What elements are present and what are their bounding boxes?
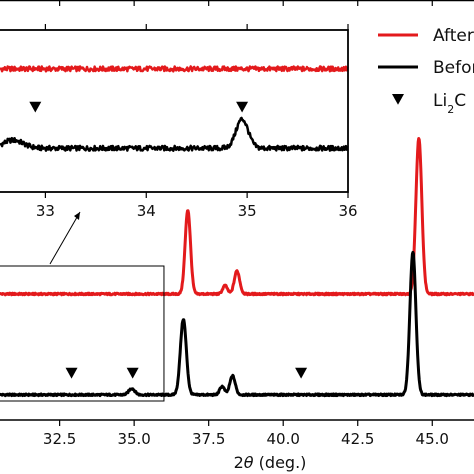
- inset-x-tick-label: 35: [238, 202, 257, 220]
- x-tick-label: 32.5: [43, 430, 76, 448]
- inset-frame: [0, 29, 349, 193]
- x-axis-label: 2θ (deg.): [234, 453, 307, 472]
- inset-li2c-marker: [236, 101, 249, 113]
- x-tick-label: 42.5: [341, 430, 374, 448]
- li2c-marker: [65, 367, 78, 379]
- legend: After Before Li2C: [378, 26, 474, 116]
- x-tick-label: 35.0: [117, 430, 150, 448]
- legend-li2c-marker: [392, 94, 404, 105]
- inset-li2c-marker: [29, 101, 42, 113]
- series-line-after: [0, 136, 474, 297]
- inset-x-tick-label: 36: [338, 202, 357, 220]
- main-plot: 32.5 35.0 37.5 40.0 42.5 45.0: [0, 0, 474, 448]
- inset-x-tick-label: 33: [36, 202, 55, 220]
- series-line-before: [0, 250, 474, 398]
- inset-series-line-before: [0, 116, 349, 152]
- legend-label-after: After: [433, 26, 474, 46]
- x-tick-label: 37.5: [192, 430, 225, 448]
- zoom-arrow: [49, 211, 81, 265]
- x-tick-label: 40.0: [267, 430, 300, 448]
- li2c-marker: [126, 367, 139, 379]
- legend-label-before: Before: [433, 58, 474, 78]
- x-tick-label: 45.0: [416, 430, 449, 448]
- zoom-arrow-head: [74, 212, 80, 220]
- inset-series-line-after: [0, 65, 349, 73]
- inset-plot: 33 34 35 36: [0, 24, 358, 220]
- inset-x-tick-label: 34: [137, 202, 156, 220]
- inset-background: [0, 30, 348, 192]
- zoom-box: [0, 265, 165, 402]
- legend-label-li2c: Li2C: [433, 91, 466, 116]
- li2c-marker: [295, 367, 308, 379]
